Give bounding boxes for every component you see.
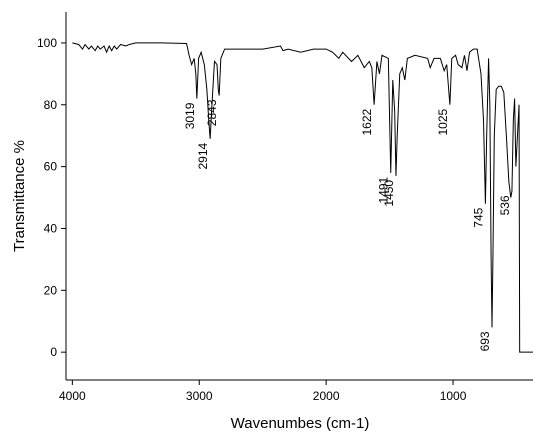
y-tick-label: 0	[50, 345, 57, 359]
peak-label: 3019	[183, 102, 197, 129]
peak-label: 1025	[436, 108, 450, 135]
spectrum-line	[72, 42, 533, 353]
peak-label: 745	[471, 207, 485, 227]
y-axis-label: Transmittance %	[11, 140, 28, 252]
x-tick-label: 1000	[440, 389, 467, 403]
peak-label: 1491	[377, 176, 391, 203]
peak-label: 1450	[382, 180, 396, 207]
y-tick-label: 60	[44, 160, 58, 174]
peak-label: 2914	[196, 142, 210, 169]
x-tick-label: 3000	[186, 389, 213, 403]
x-tick-label: 2000	[313, 389, 340, 403]
y-tick-label: 20	[44, 283, 58, 297]
y-tick-label: 100	[37, 36, 57, 50]
x-tick-label: 4000	[59, 389, 86, 403]
y-tick-label: 40	[44, 221, 58, 235]
y-tick-label: 80	[44, 98, 58, 112]
peak-label: 536	[498, 195, 512, 215]
x-axis-label: Wavenumbes (cm-1)	[231, 415, 370, 432]
peak-label: 2843	[205, 99, 219, 126]
peak-label: 693	[478, 331, 492, 351]
peak-label: 1622	[360, 108, 374, 135]
